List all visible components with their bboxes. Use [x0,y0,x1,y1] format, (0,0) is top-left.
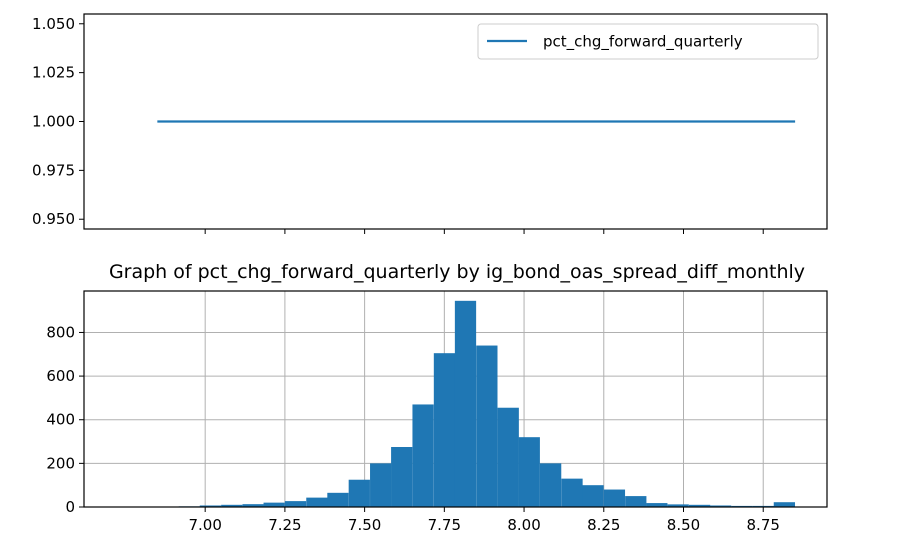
histogram-bars [157,300,796,507]
histogram-bar [667,504,689,507]
x-tick-label: 8.50 [667,516,700,534]
legend: pct_chg_forward_quarterly [477,23,819,60]
histogram-bar [582,485,604,507]
histogram-bar [476,345,498,507]
line-chart: 0.950 0.975 1.000 1.025 1.050 pct_chg_forwar… [32,13,828,234]
x-tick-label: 8.25 [587,516,620,534]
y-tick-label: 400 [46,411,75,429]
legend-entry-label: pct_chg_forward_quarterly [543,33,743,52]
y-tick-label: 0.975 [32,161,75,179]
y-tick-label: 800 [46,323,75,341]
histogram-bar [327,492,349,507]
histogram-bar [263,502,285,507]
x-tick-label: 7.50 [348,516,381,534]
y-tick-label: 1.050 [32,15,75,33]
histogram-x-axis: 7.00 7.25 7.50 7.75 8.00 8.25 8.50 8.75 [188,507,780,534]
histogram-bar [773,502,796,507]
histogram-bar [561,478,583,507]
histogram-bar [242,504,264,507]
histogram-bar [497,407,519,507]
legend-box [477,23,819,60]
histogram-title: Graph of pct_chg_forward_quarterly by ig… [109,261,805,283]
line-chart-y-axis: 0.950 0.975 1.000 1.025 1.050 [32,15,84,228]
histogram-bar [284,501,307,507]
x-tick-label: 7.00 [188,516,221,534]
y-tick-label: 600 [46,367,75,385]
histogram-bar [518,437,540,507]
histogram-bar [391,447,413,507]
y-tick-label: 0 [65,498,75,516]
histogram-bar [454,300,477,507]
y-tick-label: 1.025 [32,64,75,82]
histogram-bar [433,353,456,507]
histogram-bar [540,463,562,507]
histogram-bar [221,504,243,507]
histogram-bar [199,505,222,507]
histogram-chart: Graph of pct_chg_forward_quarterly by ig… [46,261,828,534]
histogram-bar [688,504,711,507]
y-tick-label: 200 [46,454,75,472]
x-tick-label: 7.25 [268,516,301,534]
histogram-bar [370,463,392,507]
histogram-bar [348,479,370,507]
y-tick-label: 1.000 [32,113,75,131]
y-tick-label: 0.950 [32,210,75,228]
histogram-bar [306,497,328,507]
histogram-bar [646,503,668,507]
line-chart-x-axis [204,229,764,234]
histogram-bar [709,505,732,507]
x-tick-label: 7.75 [428,516,461,534]
histogram-bar [603,489,626,507]
histogram-frame [83,290,828,508]
histogram-bar [412,404,434,507]
histogram-bar [625,496,647,507]
x-tick-label: 8.75 [747,516,780,534]
x-tick-label: 8.00 [507,516,540,534]
histogram-y-axis: 0 200 400 600 800 [46,323,84,516]
